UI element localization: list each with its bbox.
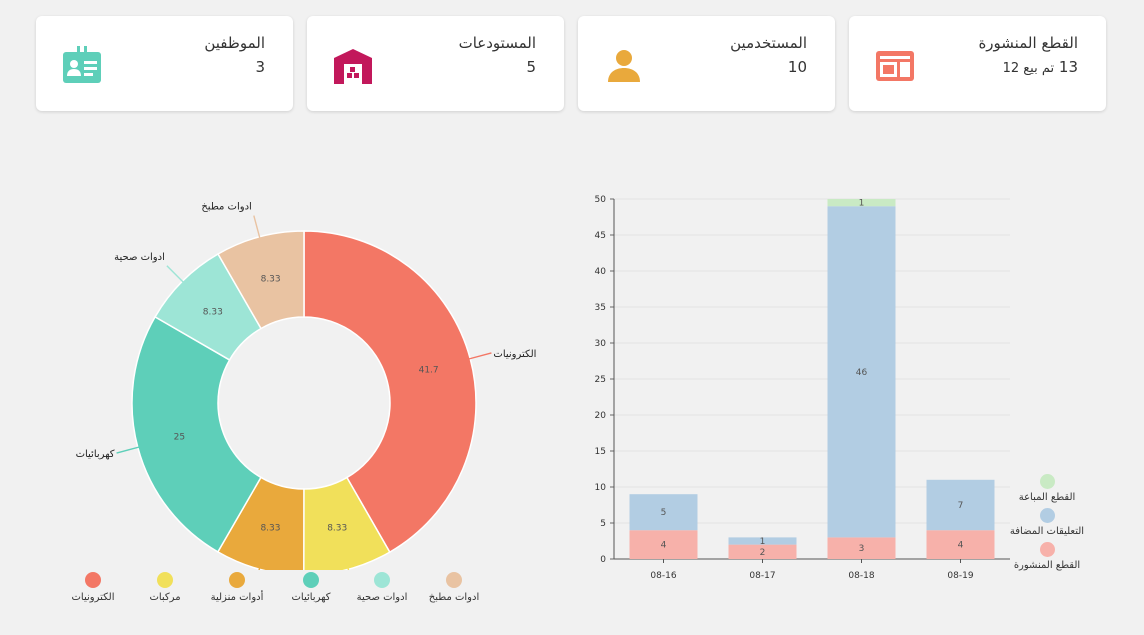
bar-segment[interactable] bbox=[629, 494, 698, 531]
x-tick-label: 08-19 bbox=[947, 571, 973, 581]
bar-value-label: 3 bbox=[859, 544, 865, 554]
bar-legend-item[interactable]: القطع المنشورة bbox=[992, 542, 1102, 571]
y-tick-label: 20 bbox=[595, 411, 607, 421]
card-title: القطع المنشورة bbox=[978, 34, 1078, 52]
donut-slice-label: الكترونيات bbox=[493, 349, 536, 360]
bar-value-label: 4 bbox=[958, 541, 964, 551]
warehouse-icon bbox=[334, 49, 372, 84]
bar-segment[interactable] bbox=[827, 537, 896, 559]
donut-leader-line bbox=[166, 265, 185, 284]
y-tick-label: 5 bbox=[600, 519, 606, 529]
bar-segment[interactable] bbox=[827, 199, 896, 207]
listing-icon bbox=[876, 51, 914, 81]
legend-label: أدوات منزلية bbox=[210, 592, 264, 603]
donut-leader-line bbox=[468, 352, 492, 360]
donut-legend-item[interactable]: ادوات مطبخ bbox=[409, 572, 499, 603]
donut-slice-label: كهربائيات bbox=[76, 449, 115, 460]
bar-segment[interactable] bbox=[728, 537, 797, 545]
donut-slice[interactable] bbox=[303, 230, 477, 554]
bar-value-label: 46 bbox=[856, 368, 868, 378]
bar-segment[interactable] bbox=[629, 530, 698, 559]
bar-value-label: 4 bbox=[661, 541, 667, 551]
bar-legend-item[interactable]: التعليقات المضافة bbox=[992, 508, 1102, 537]
donut-legend-item[interactable]: كهربائيات bbox=[266, 572, 356, 603]
y-tick-label: 45 bbox=[595, 231, 606, 241]
bar-segment[interactable] bbox=[827, 206, 896, 538]
x-tick-label: 08-16 bbox=[650, 571, 676, 581]
donut-leader-line bbox=[116, 446, 140, 454]
legend-dot-icon bbox=[1039, 542, 1055, 557]
y-tick-label: 40 bbox=[595, 267, 607, 277]
legend-dot-icon bbox=[446, 572, 462, 588]
y-tick-label: 10 bbox=[595, 483, 607, 493]
stat-card-warehouses[interactable]: المستودعات 5 bbox=[307, 16, 564, 111]
donut-slice-value: 25 bbox=[174, 432, 185, 442]
donut-slice-value: 8.33 bbox=[260, 524, 280, 534]
stat-card-employees[interactable]: الموظفين 3 bbox=[36, 16, 293, 111]
card-value: 13 تم بيع 12 bbox=[1002, 58, 1078, 76]
x-tick-label: 08-18 bbox=[848, 571, 874, 581]
donut-slice-value: 8.33 bbox=[327, 524, 347, 534]
donut-slice[interactable] bbox=[217, 230, 305, 330]
bar-legend-item[interactable]: القطع المباعة bbox=[992, 474, 1102, 503]
donut-slice-value: 41.7 bbox=[419, 366, 439, 376]
donut-legend-item[interactable]: أدوات منزلية bbox=[192, 572, 282, 603]
stat-card-published-parts[interactable]: القطع المنشورة 13 تم بيع 12 bbox=[849, 16, 1106, 111]
donut-slice[interactable] bbox=[303, 476, 391, 570]
y-tick-label: 25 bbox=[595, 375, 606, 385]
card-title: الموظفين bbox=[204, 34, 265, 52]
legend-label: القطع المباعة bbox=[1018, 492, 1076, 503]
card-value: 10 bbox=[787, 58, 807, 76]
bar-value-label: 1 bbox=[859, 199, 865, 209]
bar-value-label: 1 bbox=[760, 537, 766, 547]
id-badge-icon bbox=[63, 46, 101, 83]
donut-slice-label: ادوات صحية bbox=[114, 252, 165, 263]
donut-slice-value: 8.33 bbox=[203, 308, 223, 318]
legend-dot-icon bbox=[1039, 508, 1055, 523]
stat-card-users[interactable]: المستخدمين 10 bbox=[578, 16, 835, 111]
card-title: المستودعات bbox=[458, 34, 536, 52]
legend-dot-icon bbox=[303, 572, 319, 588]
legend-label: الكترونيات bbox=[71, 592, 115, 603]
donut-slice-label: ادوات مطبخ bbox=[201, 202, 251, 213]
donut-legend-item[interactable]: الكترونيات bbox=[48, 572, 138, 603]
x-tick-label: 08-17 bbox=[749, 571, 775, 581]
y-tick-label: 0 bbox=[600, 555, 606, 565]
legend-dot-icon bbox=[374, 572, 390, 588]
card-value: 5 bbox=[526, 58, 536, 76]
legend-label: التعليقات المضافة bbox=[1009, 526, 1085, 537]
legend-label: كهربائيات bbox=[291, 592, 331, 603]
bar-segment[interactable] bbox=[926, 479, 995, 531]
bar-segment[interactable] bbox=[926, 530, 995, 559]
user-icon bbox=[608, 50, 640, 82]
legend-label: ادوات مطبخ bbox=[428, 592, 480, 603]
bar-value-label: 2 bbox=[760, 548, 766, 558]
y-tick-label: 30 bbox=[595, 339, 607, 349]
y-tick-label: 50 bbox=[595, 195, 607, 205]
donut-legend-item[interactable]: ادوات صحية bbox=[337, 572, 427, 603]
legend-label: مركبات bbox=[149, 592, 181, 603]
legend-label: ادوات صحية bbox=[356, 592, 408, 603]
daily-activity-bar-chart: 051015202530354045504508-162108-17346108… bbox=[595, 195, 1010, 581]
card-title: المستخدمين bbox=[730, 34, 807, 52]
donut-legend-item[interactable]: مركبات bbox=[120, 572, 210, 603]
donut-slice[interactable] bbox=[131, 315, 262, 553]
donut-leader-line bbox=[253, 215, 261, 239]
legend-dot-icon bbox=[229, 572, 245, 588]
legend-dot-icon bbox=[1039, 474, 1055, 489]
legend-dot-icon bbox=[157, 572, 173, 588]
bar-segment[interactable] bbox=[728, 544, 797, 559]
y-tick-label: 15 bbox=[595, 447, 606, 457]
card-value: 3 bbox=[255, 58, 265, 76]
y-tick-label: 35 bbox=[595, 303, 606, 313]
bar-value-label: 7 bbox=[958, 501, 964, 511]
bar-value-label: 5 bbox=[661, 508, 667, 518]
donut-slice-value: 8.33 bbox=[261, 274, 281, 284]
legend-label: القطع المنشورة bbox=[1013, 560, 1081, 571]
legend-dot-icon bbox=[85, 572, 101, 588]
